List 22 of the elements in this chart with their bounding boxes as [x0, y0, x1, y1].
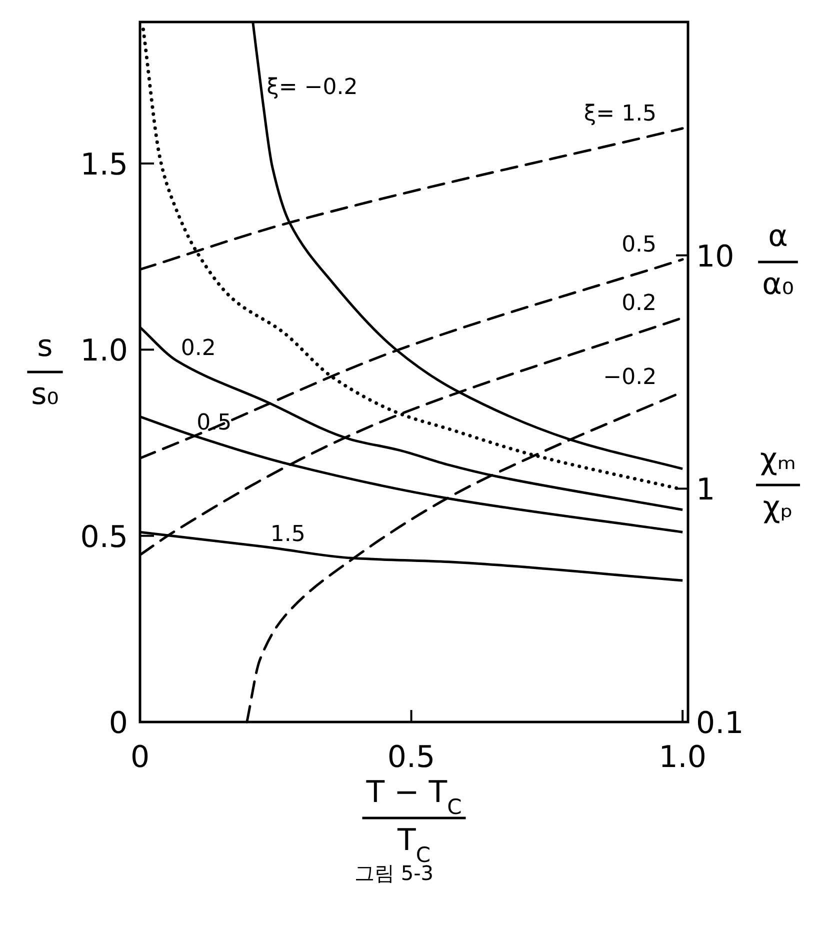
- x-tick-label: 1.0: [658, 740, 706, 775]
- series-label: 1.5: [270, 522, 306, 547]
- series-label: 0.2: [622, 290, 657, 316]
- y-tick-label: 1.5: [80, 147, 128, 182]
- caption: 그림 5-3: [354, 861, 434, 885]
- y2-axis-title: α α₀: [762, 219, 794, 302]
- series-label: −0.2: [603, 364, 657, 390]
- series-label: ξ= −0.2: [266, 75, 358, 100]
- y2-tick-label: 0.1: [696, 706, 744, 741]
- y-axis-title: s s₀: [31, 329, 59, 412]
- series-label: 0.5: [196, 410, 232, 436]
- y2-tick-label: 10: [696, 239, 734, 274]
- text: χₘ χₚ: [760, 442, 796, 525]
- x-tick-label: 0.5: [387, 740, 436, 775]
- series-label: 0.2: [180, 336, 216, 361]
- y-tick-label: 1.0: [80, 334, 128, 369]
- x-tick-label: 0: [130, 740, 150, 775]
- y-tick-label: 0: [108, 706, 128, 741]
- y2-tick-label: 1: [696, 472, 716, 508]
- y-tick-label: 0.5: [80, 520, 128, 555]
- series-label: ξ= 1.5: [584, 101, 657, 126]
- series-label: 0.5: [622, 232, 657, 258]
